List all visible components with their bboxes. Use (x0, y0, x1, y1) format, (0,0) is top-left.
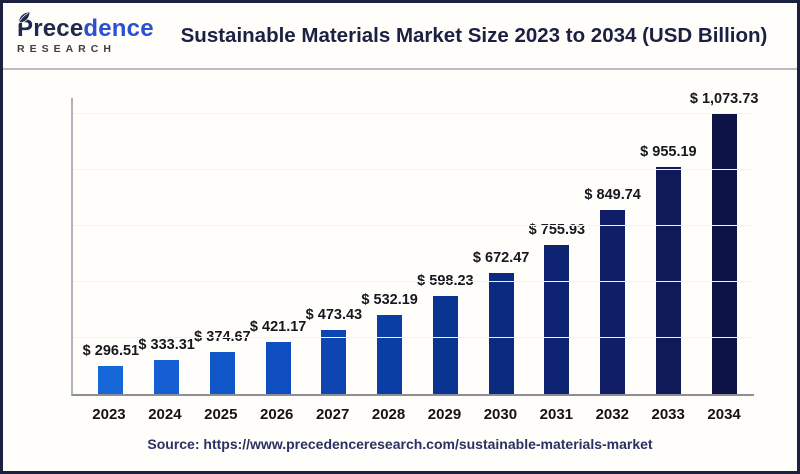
year-label: 2028 (371, 406, 406, 423)
bar-value-label: $ 473.43 (305, 307, 363, 323)
gridline (73, 337, 754, 338)
bar (432, 296, 458, 394)
logo-wordmark: Precedence (17, 14, 161, 42)
year-label: 2027 (315, 406, 350, 423)
bar-value-label: $ 849.74 (584, 187, 641, 203)
gridline (73, 225, 754, 226)
bar (544, 245, 570, 394)
bar-column: $ 598.23 (417, 273, 474, 394)
bar-column: $ 374.67 (194, 329, 251, 394)
year-label: 2032 (595, 406, 629, 423)
bar-value-label: $ 532.19 (361, 292, 418, 308)
bar-value-label: $ 955.19 (640, 144, 697, 160)
logo-subtitle: RESEARCH (17, 42, 116, 55)
bar-column: $ 296.51 (83, 343, 139, 394)
bar-value-label: $ 296.51 (82, 343, 140, 359)
gridline (73, 113, 754, 114)
bar-column: $ 473.43 (306, 307, 362, 394)
bar-column: $ 849.74 (584, 187, 641, 394)
bar (98, 366, 124, 394)
bar (377, 315, 403, 394)
plot-area: $ 296.51 $ 333.31 $ 374.67 $ 421.17 $ 47… (71, 91, 758, 396)
x-axis-labels: 2023 2024 2025 2026 2027 2028 2029 2030 2031 2032… (71, 406, 754, 423)
bar (265, 342, 291, 394)
chart-title: Sustainable Materials Market Size 2023 t… (180, 23, 768, 47)
logo-wordmark-blue: dence (83, 14, 154, 42)
gridline (73, 281, 754, 282)
bar-value-label: $ 672.47 (472, 250, 530, 266)
bar-column: $ 333.31 (138, 337, 195, 394)
bar-column: $ 1,073.73 (690, 91, 758, 394)
source-line: Source: https://www.precedenceresearch.c… (147, 436, 653, 452)
bar-column: $ 755.93 (529, 222, 585, 394)
year-label: 2030 (483, 406, 518, 423)
bar (209, 352, 235, 394)
year-label: 2034 (707, 406, 741, 423)
leaf-icon (16, 10, 32, 31)
bar (655, 167, 681, 394)
bar-column: $ 672.47 (473, 250, 529, 394)
year-label: 2025 (204, 406, 238, 423)
bar-column: $ 955.19 (640, 144, 697, 394)
year-label: 2031 (539, 406, 574, 423)
bar-value-label: $ 755.93 (528, 222, 586, 238)
bar (600, 210, 626, 394)
bar-value-label: $ 333.31 (138, 337, 195, 353)
bar-column: $ 532.19 (361, 292, 418, 394)
bar-value-label: $ 1,073.73 (689, 91, 759, 107)
bar (154, 360, 180, 394)
bar (321, 330, 347, 394)
logo-wordmark-dark: Prece (17, 14, 84, 42)
year-label: 2026 (260, 406, 294, 423)
year-label: 2023 (92, 406, 126, 423)
year-label: 2033 (651, 406, 685, 423)
precedence-logo: Precedence RESEARCH (3, 11, 161, 55)
year-label: 2024 (148, 406, 182, 423)
bar (488, 273, 514, 394)
gridline (73, 169, 754, 170)
header: Precedence RESEARCH Sustainable Material… (3, 3, 797, 70)
bar (711, 114, 737, 394)
year-label: 2029 (427, 406, 462, 423)
bar-value-label: $ 421.17 (249, 319, 307, 335)
bar-column: $ 421.17 (250, 319, 306, 394)
